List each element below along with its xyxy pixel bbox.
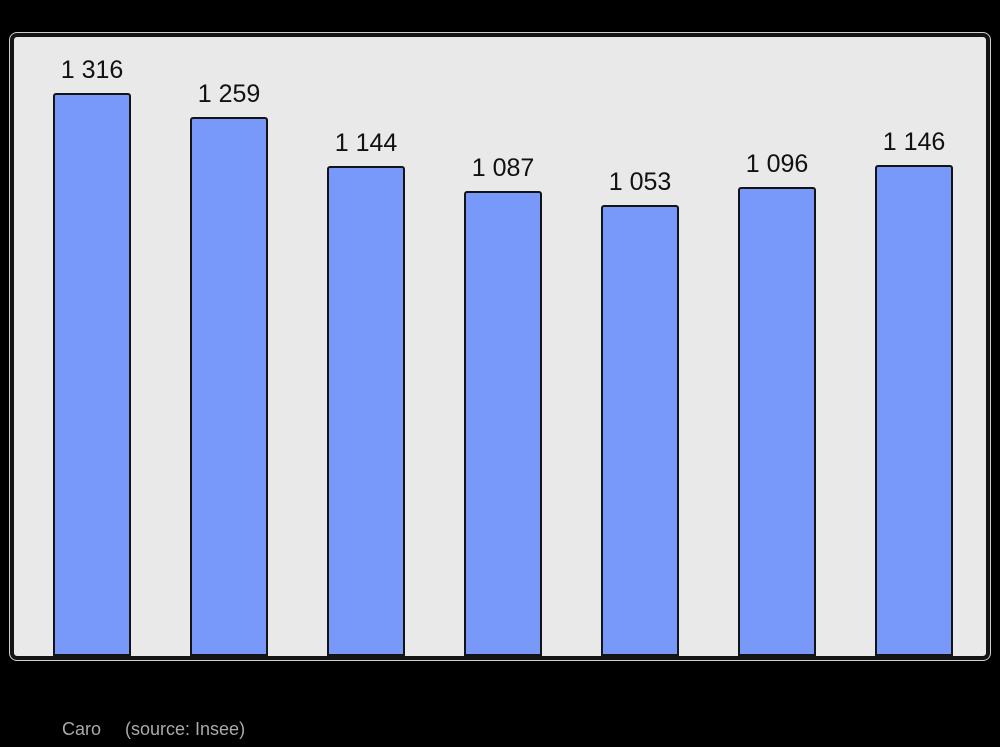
caption-commune-name: Caro	[62, 719, 102, 739]
bar-value-label: 1 259	[197, 80, 261, 108]
bar	[601, 205, 679, 656]
bar	[190, 117, 268, 656]
bar-value-label: 1 096	[745, 150, 809, 178]
bar-value-label: 1 053	[608, 168, 672, 196]
bar	[53, 93, 131, 656]
bar	[464, 191, 542, 656]
caption: Caro (source: Insee)	[62, 719, 245, 740]
bar	[738, 187, 816, 656]
bar-value-label: 1 316	[60, 56, 124, 84]
bar	[327, 166, 405, 656]
bar-value-label: 1 087	[471, 154, 535, 182]
plot-area: 1 316 1 259 1 144 1 087 1 053 1 096 1 146	[14, 37, 986, 656]
bar-value-label: 1 146	[882, 128, 946, 156]
plot-frame: 1 316 1 259 1 144 1 087 1 053 1 096 1 146	[10, 33, 990, 660]
caption-source: (source: Insee)	[125, 719, 246, 739]
bar	[875, 165, 953, 656]
bar-value-label: 1 144	[334, 129, 398, 157]
